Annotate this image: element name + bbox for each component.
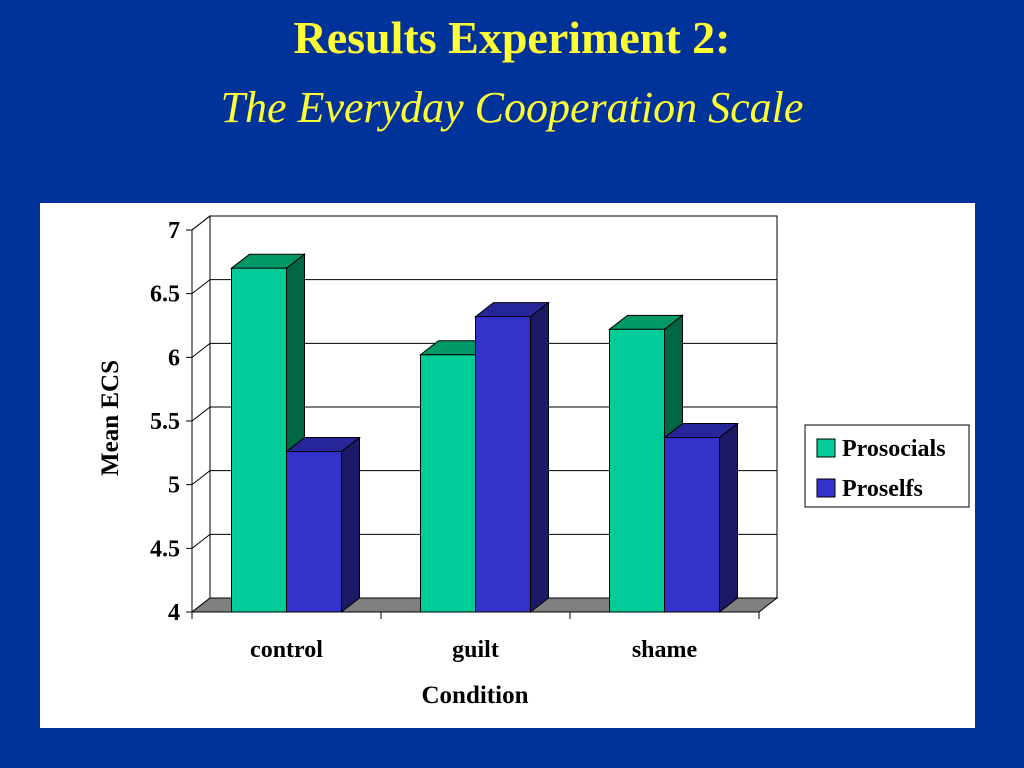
gridlines: [191, 215, 777, 549]
x-tick-label: control: [250, 637, 323, 663]
y-tick-label: 6.5: [150, 282, 180, 308]
bar: [475, 316, 531, 613]
legend-entry: Proselfs: [842, 476, 923, 502]
x-tick-label: guilt: [452, 637, 499, 663]
bars: [230, 253, 739, 614]
chart-panel: 4 4.5 5 5.5 6 6.5 7 control guilt shame Mean ECS …: [40, 203, 975, 728]
legend-swatch: [816, 478, 836, 498]
gridline: [191, 470, 777, 486]
x-axis-label: Condition: [422, 682, 529, 709]
x-tick-label: shame: [632, 637, 698, 663]
bar: [664, 437, 720, 613]
y-tick-label: 6: [168, 345, 180, 371]
y-tick-label: 5: [168, 473, 180, 499]
bar: [286, 451, 342, 613]
bar-side: [341, 436, 360, 614]
y-tick-label: 4: [168, 600, 180, 626]
gridline: [191, 279, 777, 295]
gridline: [191, 406, 777, 422]
legend-swatch: [816, 438, 836, 458]
bar: [231, 267, 287, 613]
legend: Prosocials Proselfs: [804, 424, 970, 508]
gridline: [191, 215, 777, 231]
slide-title: Results Experiment 2:: [293, 12, 731, 63]
bar: [420, 354, 476, 613]
y-axis-label: Mean ECS: [97, 360, 124, 476]
gridline: [191, 533, 777, 549]
gridline: [191, 342, 777, 358]
bar: [609, 328, 665, 613]
legend-entry: Prosocials: [842, 436, 946, 462]
y-tick-label: 5.5: [150, 409, 180, 435]
y-tick-label: 7: [168, 218, 180, 244]
bar-side: [719, 422, 738, 614]
slide-subtitle: The Everyday Cooperation Scale: [220, 83, 804, 132]
axes: 4 4.5 5 5.5 6 6.5 7 control guilt shame: [150, 218, 760, 663]
bar-side: [530, 301, 549, 614]
y-tick-label: 4.5: [150, 536, 180, 562]
